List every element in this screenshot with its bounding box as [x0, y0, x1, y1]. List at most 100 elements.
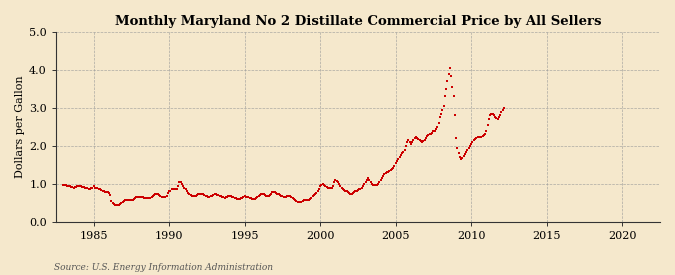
- Point: [463, 145, 474, 150]
- Point: [199, 193, 210, 197]
- Point: [146, 195, 157, 199]
- Point: [128, 197, 139, 201]
- Point: [174, 180, 185, 184]
- Point: [233, 197, 244, 201]
- Point: [125, 198, 136, 202]
- Point: [359, 182, 370, 186]
- Point: [486, 111, 497, 116]
- Point: [364, 178, 375, 182]
- Point: [368, 182, 379, 187]
- Point: [217, 195, 227, 199]
- Point: [352, 188, 363, 192]
- Point: [184, 192, 194, 197]
- Point: [406, 142, 416, 146]
- Point: [190, 193, 201, 198]
- Point: [435, 111, 446, 116]
- Point: [84, 186, 95, 191]
- Point: [441, 87, 452, 91]
- Point: [373, 182, 383, 186]
- Point: [413, 137, 424, 141]
- Point: [406, 140, 417, 144]
- Point: [277, 194, 288, 199]
- Point: [88, 184, 99, 189]
- Point: [416, 139, 427, 144]
- Point: [150, 192, 161, 197]
- Point: [122, 198, 133, 202]
- Point: [367, 182, 377, 186]
- Point: [302, 198, 313, 203]
- Point: [259, 192, 269, 196]
- Point: [497, 108, 508, 112]
- Point: [348, 191, 358, 196]
- Point: [398, 149, 408, 154]
- Point: [418, 139, 429, 144]
- Point: [314, 186, 325, 191]
- Point: [439, 94, 450, 99]
- Point: [117, 199, 128, 204]
- Point: [473, 135, 484, 140]
- Point: [397, 151, 408, 156]
- Point: [361, 178, 372, 182]
- Point: [460, 152, 470, 156]
- Point: [419, 138, 430, 142]
- Point: [466, 142, 477, 146]
- Point: [105, 193, 115, 197]
- Point: [342, 189, 352, 194]
- Point: [379, 172, 389, 177]
- Point: [472, 135, 483, 140]
- Point: [338, 186, 348, 191]
- Point: [232, 196, 242, 201]
- Point: [315, 183, 325, 188]
- Point: [237, 196, 248, 200]
- Point: [214, 194, 225, 198]
- Point: [392, 159, 402, 163]
- Y-axis label: Dollars per Gallon: Dollars per Gallon: [15, 76, 25, 178]
- Point: [275, 193, 286, 197]
- Point: [492, 117, 503, 122]
- Point: [194, 192, 205, 197]
- Point: [378, 174, 389, 178]
- Point: [333, 182, 344, 186]
- Point: [101, 190, 111, 194]
- Point: [495, 113, 506, 118]
- Point: [393, 157, 404, 161]
- Point: [326, 185, 337, 190]
- Point: [240, 194, 251, 199]
- Point: [247, 196, 258, 201]
- Point: [454, 155, 465, 160]
- Point: [422, 134, 433, 139]
- Point: [78, 185, 89, 189]
- Point: [327, 183, 338, 188]
- Point: [81, 186, 92, 190]
- Point: [183, 191, 194, 196]
- Point: [164, 189, 175, 194]
- Point: [323, 185, 333, 190]
- Point: [442, 79, 453, 84]
- Point: [310, 192, 321, 197]
- Point: [356, 185, 367, 190]
- Point: [335, 183, 346, 188]
- Point: [458, 154, 469, 159]
- Point: [399, 147, 410, 152]
- Point: [207, 194, 217, 198]
- Point: [271, 191, 281, 195]
- Point: [384, 169, 395, 174]
- Point: [297, 199, 308, 203]
- Point: [350, 189, 361, 194]
- Point: [124, 198, 134, 202]
- Point: [292, 199, 303, 204]
- Point: [263, 194, 274, 198]
- Point: [416, 140, 427, 144]
- Point: [213, 193, 223, 197]
- Point: [429, 128, 440, 133]
- Point: [409, 136, 420, 141]
- Point: [173, 184, 184, 189]
- Point: [351, 188, 362, 193]
- Point: [281, 194, 292, 199]
- Point: [421, 136, 431, 141]
- Point: [307, 194, 318, 199]
- Point: [475, 135, 485, 140]
- Point: [482, 123, 493, 127]
- Point: [461, 149, 472, 154]
- Point: [362, 176, 373, 180]
